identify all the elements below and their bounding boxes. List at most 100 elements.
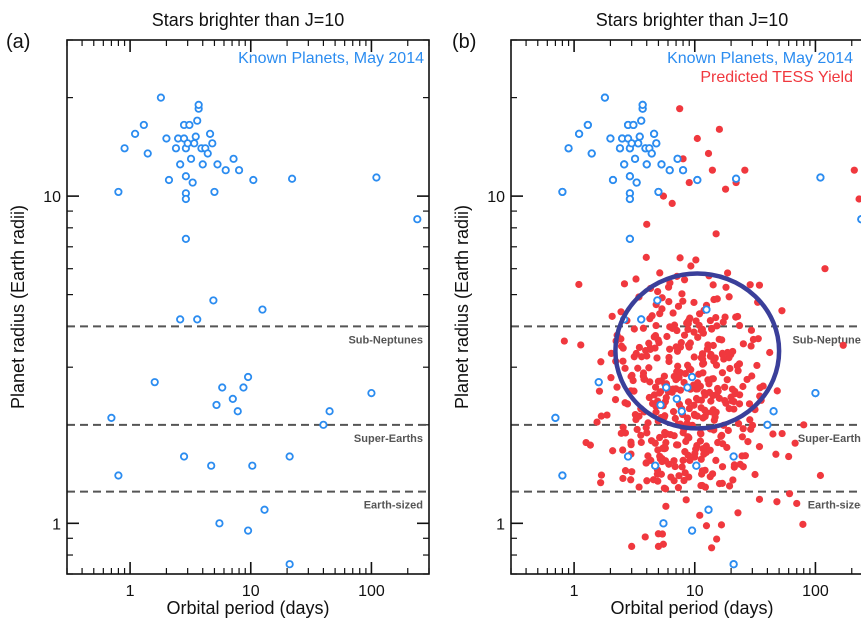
- tess-yield-point: [723, 269, 732, 277]
- tess-yield-point: [721, 313, 729, 321]
- known-planet-point: [221, 166, 230, 175]
- known-planet-point: [693, 175, 702, 185]
- panel-a-points: [107, 93, 422, 569]
- tess-yield-point: [715, 125, 723, 133]
- known-planet-point: [692, 461, 701, 470]
- tess-yield-point: [690, 298, 698, 307]
- tess-yield-point: [635, 343, 644, 352]
- tess-yield-point: [709, 281, 717, 289]
- tess-yield-point: [662, 439, 670, 447]
- tess-yield-point: [741, 452, 749, 460]
- tess-yield-point: [692, 256, 700, 264]
- tess-yield-point: [704, 376, 712, 384]
- y-tick-label: 10: [487, 189, 505, 206]
- tess-yield-point: [724, 426, 732, 435]
- panel-b-frame: [510, 39, 861, 575]
- tess-yield-point: [700, 388, 708, 397]
- known-planet-point: [608, 175, 618, 185]
- tess-yield-point: [706, 446, 714, 454]
- panel-b-x-axis-label: Orbital period (days): [610, 598, 773, 618]
- tess-yield-point: [778, 429, 786, 438]
- known-planet-point: [203, 149, 212, 158]
- known-planet-point: [665, 166, 674, 175]
- tess-yield-point: [721, 383, 729, 391]
- tess-yield-point: [662, 393, 670, 402]
- tess-yield-point: [679, 456, 687, 464]
- tess-yield-point: [725, 482, 734, 490]
- tess-yield-point: [791, 439, 799, 447]
- known-planet-point: [558, 187, 567, 197]
- x-tick-label: 100: [358, 583, 385, 600]
- tess-yield-point: [693, 385, 702, 393]
- tess-yield-point: [690, 401, 698, 409]
- tess-yield-point: [644, 419, 652, 427]
- tess-yield-point: [746, 416, 754, 424]
- tess-yield-point: [680, 331, 689, 339]
- tess-yield-point: [691, 411, 699, 420]
- tess-yield-point: [646, 378, 654, 386]
- tess-yield-point: [733, 312, 742, 321]
- known-planet-point: [729, 560, 738, 569]
- known-planet-point: [139, 120, 148, 130]
- tess-yield-point: [643, 220, 651, 228]
- known-planet-point: [551, 413, 560, 422]
- known-planet-point: [600, 93, 609, 102]
- tess-yield-point: [725, 293, 733, 301]
- tess-yield-point: [593, 418, 601, 426]
- known-planet-point: [114, 187, 123, 197]
- known-planet-point: [574, 129, 584, 138]
- known-planet-point: [558, 471, 567, 480]
- tess-yield-point: [657, 470, 666, 478]
- known-planet-point: [635, 132, 644, 141]
- known-planet-point: [625, 172, 634, 181]
- tess-yield-point: [611, 396, 620, 404]
- tess-yield-point: [821, 265, 829, 273]
- tess-yield-point: [759, 382, 767, 390]
- tess-yield-point: [772, 450, 780, 458]
- tess-yield-point: [575, 280, 583, 289]
- panel-b-y-axis-label: Planet radius (Earth radii): [452, 205, 472, 409]
- tess-yield-point: [672, 376, 680, 384]
- known-planet-point: [634, 139, 643, 148]
- reference-line-label: Sub-Neptunes: [792, 334, 861, 346]
- known-planet-point: [188, 178, 197, 187]
- known-planet-point: [183, 139, 192, 148]
- known-planet-point: [193, 116, 202, 125]
- tess-yield-point: [855, 195, 861, 203]
- tess-yield-point: [693, 134, 701, 143]
- tess-yield-point: [665, 357, 673, 366]
- known-planet-point: [625, 194, 634, 204]
- known-planet-point: [285, 452, 294, 461]
- tess-yield-point: [731, 390, 739, 398]
- tess-yield-point: [718, 336, 726, 344]
- x-tick-label: 100: [802, 583, 829, 600]
- known-planet-point: [162, 134, 171, 143]
- known-planet-point: [258, 305, 267, 314]
- known-planet-point: [185, 120, 194, 130]
- known-planet-point: [239, 383, 248, 392]
- tess-yield-point: [739, 463, 747, 471]
- tess-yield-point: [703, 345, 712, 353]
- known-planet-point: [413, 215, 422, 224]
- tess-yield-point: [684, 317, 693, 325]
- tess-yield-point: [699, 329, 707, 337]
- known-planet-point: [677, 407, 686, 416]
- known-planet-point: [625, 234, 634, 244]
- tess-yield-point: [729, 347, 737, 356]
- tess-yield-point: [684, 325, 692, 334]
- tess-yield-point: [713, 535, 721, 543]
- known-planet-point: [186, 154, 196, 163]
- known-planet-point: [651, 461, 660, 470]
- tess-yield-point: [652, 321, 660, 330]
- tess-yield-point: [735, 400, 744, 408]
- known-planet-point: [181, 194, 190, 204]
- known-planet-point: [156, 93, 165, 102]
- known-planet-point: [637, 315, 646, 324]
- tess-yield-point: [597, 412, 605, 420]
- known-planet-point: [763, 420, 772, 429]
- tess-yield-point: [628, 542, 636, 551]
- tess-yield-point: [613, 383, 621, 391]
- tess-yield-point: [620, 280, 629, 288]
- tess-yield-point: [655, 338, 663, 347]
